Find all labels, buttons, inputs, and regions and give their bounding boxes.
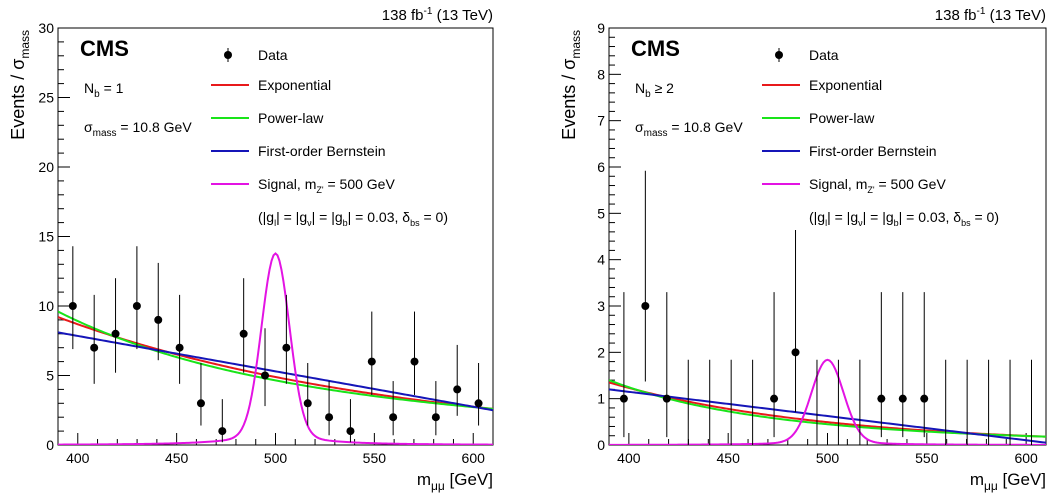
x-tick-label: 500	[264, 450, 288, 466]
data-point	[389, 413, 397, 421]
data-point	[154, 316, 162, 324]
legend-powerlaw-label: Power-law	[809, 110, 875, 126]
y-tick-label: 1	[597, 391, 605, 407]
y-tick-label: 15	[38, 229, 54, 245]
chart-panel-nb1: 400 450 500 550 600 0 5 10 15 20 25 30 138 fb-1 (13 …	[0, 0, 525, 495]
data-point	[663, 395, 671, 403]
data-point	[112, 330, 120, 338]
legend-exponential-label: Exponential	[809, 77, 882, 93]
data-point	[282, 344, 290, 352]
x-tick-label: 550	[363, 450, 387, 466]
data-point	[641, 302, 649, 310]
x-axis-label: mμμ [GeV]	[417, 470, 493, 493]
data-point	[69, 302, 77, 310]
data-point	[920, 395, 928, 403]
x-tick-label: 500	[816, 450, 840, 466]
legend-bernstein-label: First-order Bernstein	[809, 143, 937, 159]
data-point	[432, 413, 440, 421]
signal-fit-curve	[609, 360, 1046, 445]
y-tick-label: 7	[597, 113, 605, 129]
chart-svg-nb2: 400 450 500 550 600 0 1 2 3 4 5 6 7 8 9 138 fb-1 (13 Te…	[525, 0, 1050, 495]
x-axis-label: mμμ [GeV]	[970, 470, 1046, 493]
data-point	[218, 427, 226, 435]
sigma-mass-label: σmass = 10.8 GeV	[84, 119, 192, 139]
lumi-label: 138 fb-1 (13 TeV)	[382, 6, 493, 24]
data-point	[770, 395, 778, 403]
y-tick-label: 2	[597, 344, 605, 360]
data-point	[261, 372, 269, 380]
legend-powerlaw-label: Power-law	[258, 110, 324, 126]
x-tick-label: 600	[1014, 450, 1038, 466]
data-point	[620, 395, 628, 403]
data-point	[899, 395, 907, 403]
y-tick-label: 20	[38, 159, 54, 175]
bernstein-fit-curve	[58, 332, 493, 410]
x-tick-label: 550	[915, 450, 939, 466]
y-tick-label: 0	[46, 437, 54, 453]
y-tick-label: 5	[46, 368, 54, 384]
legend-data-label: Data	[258, 47, 288, 63]
legend-data-marker	[224, 51, 232, 59]
legend-data-label: Data	[809, 47, 839, 63]
legend-signal-label: Signal, mZ' = 500 GeV	[809, 176, 946, 195]
x-tick-label: 450	[165, 450, 189, 466]
y-tick-label: 0	[597, 437, 605, 453]
y-tick-label: 10	[38, 298, 54, 314]
x-tick-label: 400	[66, 450, 90, 466]
data-points-group	[69, 246, 483, 442]
legend-bernstein-label: First-order Bernstein	[258, 143, 386, 159]
x-tick-label: 400	[617, 450, 641, 466]
data-point	[197, 399, 205, 407]
data-point	[90, 344, 98, 352]
lumi-label: 138 fb-1 (13 TeV)	[935, 6, 1046, 24]
legend-exponential-label: Exponential	[258, 77, 331, 93]
nb-category-label: Nb = 1	[84, 80, 124, 100]
sigma-mass-label: σmass = 10.8 GeV	[635, 119, 743, 139]
powerlaw-fit-curve	[609, 380, 1046, 437]
y-tick-label: 25	[38, 90, 54, 106]
exponential-fit-curve	[58, 317, 493, 409]
x-tick-label: 450	[717, 450, 741, 466]
exponential-fit-curve	[609, 382, 1046, 436]
y-axis-label: Events / σmass	[559, 30, 583, 140]
y-tick-label: 6	[597, 159, 605, 175]
data-point	[304, 399, 312, 407]
data-point	[346, 427, 354, 435]
legend-data-marker	[775, 51, 783, 59]
powerlaw-fit-curve	[58, 312, 493, 409]
y-tick-label: 30	[38, 20, 54, 36]
legend-couplings-label: (|gl​| = |gν​| = |gb​| = 0.03, δbs​ = 0)	[258, 209, 448, 228]
y-axis-label: Events / σmass	[8, 30, 32, 140]
signal-fit-curve	[58, 253, 493, 444]
y-tick-label: 3	[597, 298, 605, 314]
y-tick-label: 9	[597, 20, 605, 36]
data-point	[411, 358, 419, 366]
chart-panel-nb2: 400 450 500 550 600 0 1 2 3 4 5 6 7 8 9 138 fb-1 (13 Te…	[525, 0, 1050, 495]
data-point	[792, 348, 800, 356]
data-point	[877, 395, 885, 403]
data-point	[133, 302, 141, 310]
cms-label: CMS	[631, 36, 680, 61]
curves-group	[609, 360, 1046, 445]
legend-couplings-label: (|gl​| = |gν​| = |gb​| = 0.03, δbs​ = 0)	[809, 209, 999, 228]
y-tick-label: 8	[597, 66, 605, 82]
chart-svg-nb1: 400 450 500 550 600 0 5 10 15 20 25 30 138 fb-1 (13 …	[0, 0, 525, 495]
data-point	[176, 344, 184, 352]
data-point	[475, 399, 483, 407]
nb-category-label: Nb ≥ 2	[635, 80, 674, 100]
cms-label: CMS	[80, 36, 129, 61]
x-tick-label: 600	[462, 450, 486, 466]
y-tick-label: 5	[597, 205, 605, 221]
y-tick-label: 4	[597, 252, 605, 268]
data-point	[325, 413, 333, 421]
data-point	[240, 330, 248, 338]
data-point	[453, 385, 461, 393]
curves-group	[58, 253, 493, 444]
data-point	[368, 358, 376, 366]
legend-signal-label: Signal, mZ' = 500 GeV	[258, 176, 395, 195]
